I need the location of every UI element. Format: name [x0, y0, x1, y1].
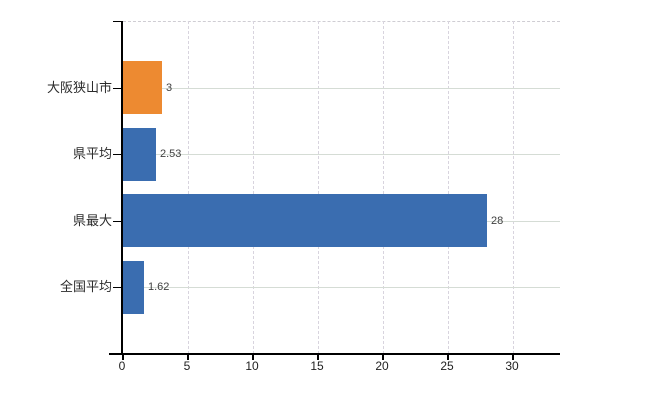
- bar: [123, 261, 144, 314]
- x-tick-label: 30: [505, 359, 519, 373]
- x-axis-tick: [382, 355, 384, 360]
- x-gridline: [253, 21, 255, 354]
- bar-value-label: 3: [166, 82, 173, 94]
- y-axis-tick: [113, 21, 122, 22]
- x-gridline: [513, 21, 515, 354]
- x-tick-label: 10: [245, 359, 259, 373]
- y-axis-line: [121, 21, 123, 354]
- x-gridline: [383, 21, 385, 354]
- bar: [123, 128, 156, 181]
- y-axis-tick: [113, 154, 122, 155]
- x-tick-label: 25: [440, 359, 454, 373]
- y-gridline: [123, 287, 560, 288]
- x-tick-label: 5: [183, 359, 191, 373]
- x-gridline: [448, 21, 450, 354]
- bar-value-label: 28: [491, 215, 504, 227]
- x-tick-label: 0: [118, 359, 126, 373]
- x-axis-tick: [187, 355, 189, 360]
- bar: [123, 61, 162, 114]
- bar: [123, 194, 487, 247]
- category-label: 大阪狭山市: [46, 80, 112, 95]
- x-axis-tick: [512, 355, 514, 360]
- category-label: 県最大: [72, 213, 112, 228]
- y-axis-tick: [113, 287, 122, 288]
- y-axis-tick: [113, 88, 122, 89]
- x-axis-tick: [252, 355, 254, 360]
- plot-top-border: [123, 21, 560, 22]
- x-axis-tick: [447, 355, 449, 360]
- category-label: 県平均: [72, 146, 112, 161]
- x-tick-label: 20: [375, 359, 389, 373]
- y-gridline: [123, 154, 560, 155]
- y-gridline: [123, 88, 560, 89]
- bar-value-label: 1.62: [148, 281, 170, 293]
- y-axis-tick: [113, 221, 122, 222]
- bar-value-label: 2.53: [160, 148, 182, 160]
- x-gridline: [188, 21, 190, 354]
- x-tick-label: 15: [310, 359, 324, 373]
- x-axis-tick: [122, 355, 124, 360]
- x-axis-line: [109, 353, 560, 355]
- category-label: 全国平均: [59, 279, 112, 294]
- x-gridline: [318, 21, 320, 354]
- x-axis-tick: [317, 355, 319, 360]
